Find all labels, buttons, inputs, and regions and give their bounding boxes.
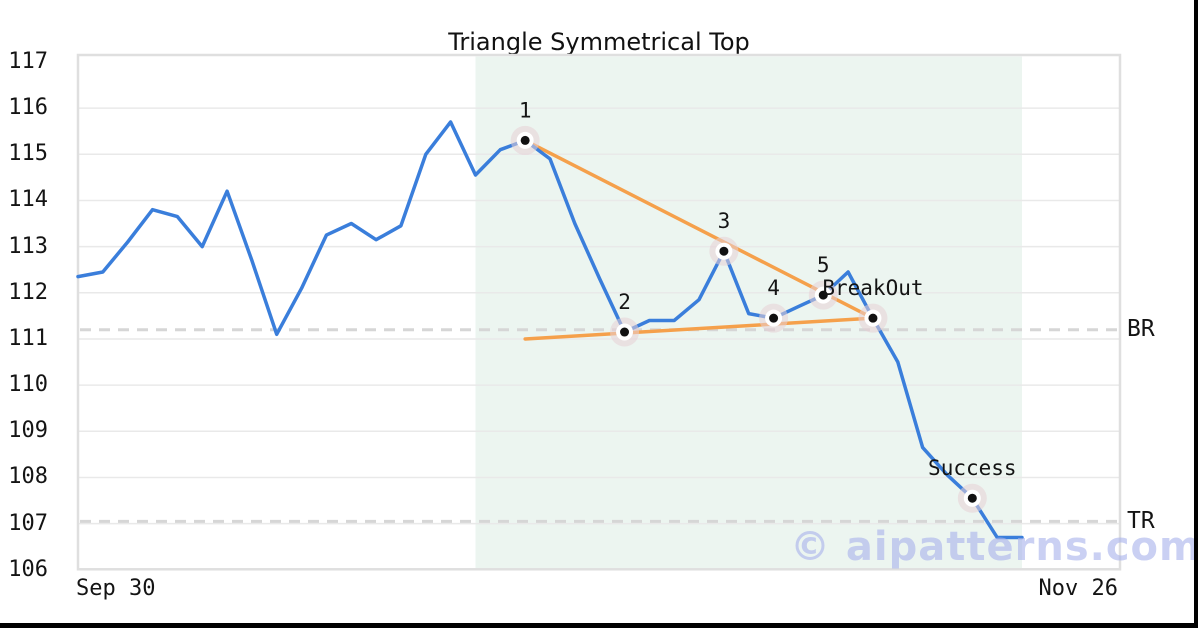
x-tick-sep30: Sep 30	[76, 576, 156, 601]
y-tick-label: 115	[8, 141, 48, 167]
y-tick-label: 109	[8, 418, 48, 444]
target-level-label: TR	[1127, 508, 1155, 534]
marker-label-5: 5	[817, 253, 830, 277]
marker-dot-3	[719, 246, 729, 256]
y-tick-label: 117	[8, 48, 48, 74]
y-tick-label: 107	[8, 510, 48, 536]
marker-dot-1	[520, 135, 530, 145]
marker-label-breakout: BreakOut	[822, 276, 923, 300]
y-tick-label: 110	[8, 372, 48, 398]
page-right-border	[1194, 0, 1198, 628]
marker-dot-success	[967, 493, 977, 503]
y-tick-label: 116	[8, 95, 48, 121]
y-tick-label: 108	[8, 464, 48, 490]
y-tick-label: 113	[8, 233, 48, 259]
marker-dot-4	[769, 313, 779, 323]
marker-dot-breakout	[868, 313, 878, 323]
marker-label-4: 4	[767, 276, 780, 300]
y-tick-label: 112	[8, 279, 48, 305]
marker-dot-2	[620, 327, 630, 337]
marker-label-2: 2	[618, 290, 631, 314]
y-tick-label: 111	[8, 325, 48, 351]
marker-label-success: Success	[928, 456, 1017, 480]
price-line	[76, 120, 1024, 540]
lower-trendline	[523, 316, 875, 341]
marker-dot-5	[818, 290, 828, 300]
marker-label-3: 3	[718, 209, 731, 233]
breakout-level-label: BR	[1127, 316, 1155, 342]
y-tick-label: 114	[8, 187, 48, 213]
y-tick-label: 106	[8, 556, 48, 582]
marker-label-1: 1	[519, 98, 532, 122]
x-tick-nov26: Nov 26	[1038, 576, 1118, 601]
chart-title: Triangle Symmetrical Top	[448, 28, 750, 56]
plot-border	[76, 53, 1122, 571]
page-bottom-border	[0, 623, 1198, 628]
watermark: © aipatterns.com	[790, 524, 1200, 570]
